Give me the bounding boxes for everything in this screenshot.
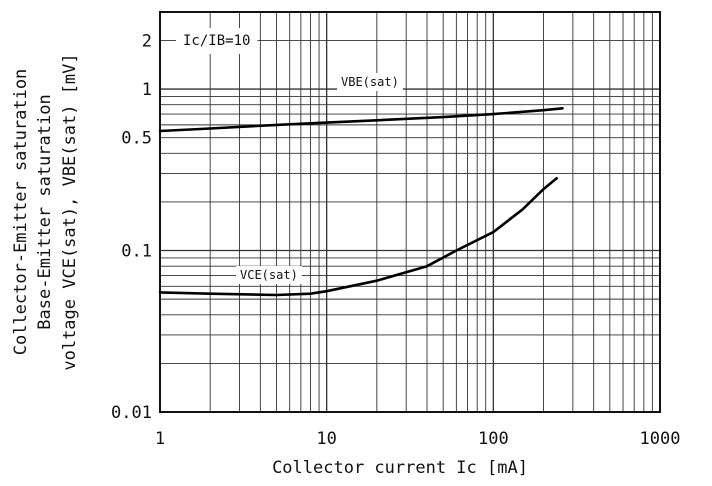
y-tick-label: 0.5 xyxy=(121,129,152,149)
x-axis-label: Collector current Ic [mA] xyxy=(272,458,528,478)
x-tick-label: 1000 xyxy=(640,429,681,449)
tick-labels: 1 10 100 1000 0.01 0.1 0.5 1 2 xyxy=(111,31,680,449)
grid xyxy=(159,11,660,413)
x-tick-label: 1 xyxy=(155,429,165,449)
series-label-vbe: VBE(sat) xyxy=(341,75,399,89)
y-tick-label: 0.1 xyxy=(121,242,152,262)
vce-label-box xyxy=(236,266,302,284)
series-label-vce: VCE(sat) xyxy=(240,268,298,282)
annotation: Ic/IB=10 xyxy=(183,33,250,49)
y-axis-label-line-2: Base-Emitter saturation xyxy=(35,94,55,329)
series-lines xyxy=(158,107,564,297)
plot-frame xyxy=(159,11,661,413)
x-tick-label: 10 xyxy=(316,429,336,449)
x-tick-label: 100 xyxy=(478,429,509,449)
series-line-vbe xyxy=(158,107,564,133)
y-tick-label: 0.01 xyxy=(111,403,152,423)
y-axis-label-line-3: voltage VCE(sat), VBE(sat) [mV] xyxy=(60,53,80,370)
vbe-label-box xyxy=(337,73,403,91)
annotation-box xyxy=(176,28,258,54)
y-tick-label: 2 xyxy=(142,31,152,51)
y-axis-label-line-1: Collector-Emitter saturation xyxy=(11,69,31,356)
series-line-vce xyxy=(158,177,558,297)
y-tick-label: 1 xyxy=(142,80,152,100)
